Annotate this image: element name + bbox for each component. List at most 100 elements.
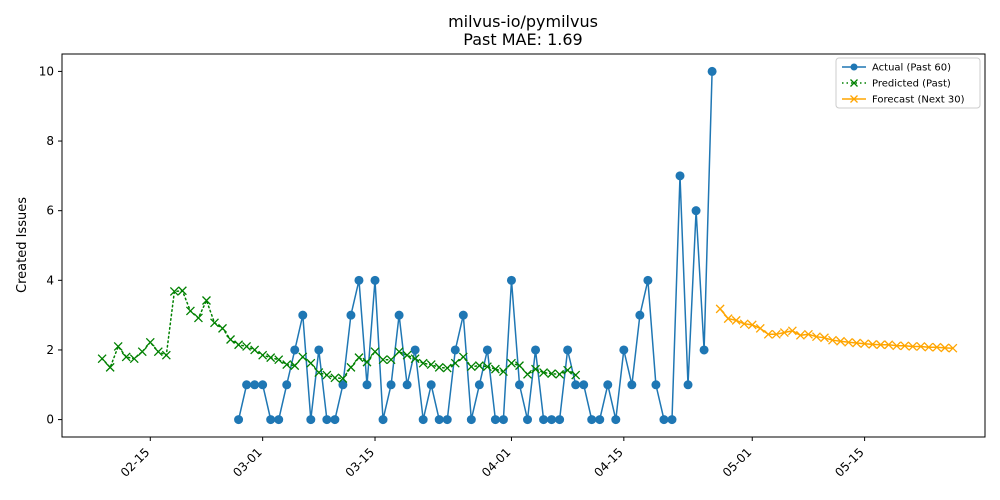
data-point (113, 342, 123, 351)
data-point (884, 340, 894, 350)
data-point (226, 335, 236, 344)
data-point (579, 380, 589, 390)
data-point (298, 310, 308, 320)
x-tick-label: 04-15 (591, 445, 626, 480)
data-point (282, 380, 292, 390)
data-point (410, 354, 420, 364)
data-point (450, 358, 460, 368)
y-axis-label: Created Issues (15, 197, 30, 293)
chart-subtitle: Past MAE: 1.69 (463, 30, 582, 49)
legend: Actual (Past 60) Predicted (Past) Forecast… (835, 57, 981, 109)
data-point (619, 345, 629, 355)
data-point (434, 415, 444, 425)
y-tick-label: 0 (46, 413, 54, 427)
data-point (458, 310, 468, 320)
data-point (587, 415, 597, 425)
data-point (868, 339, 878, 349)
data-point (482, 345, 492, 355)
data-point (394, 310, 404, 320)
data-point (675, 171, 685, 181)
data-point (571, 380, 581, 390)
data-point (643, 275, 653, 285)
data-point (346, 310, 356, 320)
data-point (137, 347, 147, 357)
data-point (250, 345, 260, 355)
data-point (362, 357, 372, 367)
legend-marker (850, 95, 858, 103)
data-point (523, 415, 533, 425)
x-tick-label: 03-01 (230, 445, 265, 480)
data-point (828, 335, 837, 345)
y-tick-label: 2 (46, 343, 54, 357)
data-point (330, 415, 340, 425)
data-point (539, 415, 549, 425)
data-point (290, 345, 300, 355)
data-point (787, 326, 797, 336)
data-point (474, 380, 484, 390)
data-point (555, 369, 565, 379)
plot-frame (61, 53, 986, 438)
data-point (490, 364, 500, 374)
x-tick-label: 02-15 (118, 445, 153, 480)
data-point (571, 370, 581, 380)
data-point (892, 341, 902, 351)
data-point (450, 345, 460, 355)
data-point (539, 368, 549, 378)
data-point (627, 380, 637, 390)
data-point (442, 363, 452, 373)
legend-marker (850, 79, 858, 87)
data-point (218, 323, 227, 333)
data-point (242, 342, 252, 351)
data-point (370, 275, 380, 285)
data-point (659, 415, 669, 425)
y-tick-label: 6 (46, 204, 54, 218)
data-point (755, 323, 765, 333)
data-point (852, 338, 862, 348)
data-point (490, 415, 500, 425)
data-point (394, 347, 404, 357)
data-point (354, 275, 364, 285)
data-point (595, 415, 605, 425)
x-tick-label: 03-15 (343, 445, 378, 480)
data-point (563, 365, 573, 375)
data-point (185, 306, 195, 316)
data-point (378, 355, 388, 365)
x-tick-label: 05-01 (720, 445, 755, 480)
x-tick-label: 04-01 (479, 445, 514, 480)
data-point (820, 333, 829, 343)
data-point (458, 352, 468, 362)
data-point (153, 347, 163, 357)
data-point (402, 350, 412, 360)
data-point (410, 345, 420, 355)
data-point (547, 415, 557, 425)
data-point (779, 328, 789, 338)
data-point (234, 340, 244, 350)
data-point (699, 345, 709, 355)
data-point (466, 415, 476, 425)
data-point (506, 275, 516, 285)
data-point (482, 362, 492, 372)
data-point (169, 287, 179, 296)
data-point (338, 380, 348, 390)
data-point (386, 380, 396, 390)
data-point (386, 355, 396, 365)
data-point (844, 337, 854, 347)
data-point (515, 361, 524, 371)
data-point (555, 415, 565, 425)
data-point (635, 310, 645, 320)
data-point (418, 358, 428, 368)
data-point (908, 342, 918, 351)
data-point (547, 369, 557, 379)
data-point (563, 345, 573, 355)
data-point (667, 415, 677, 425)
data-point (258, 380, 268, 390)
chart-title: milvus-io/pymilvus (448, 12, 598, 31)
data-point (426, 380, 436, 390)
data-point (900, 341, 910, 351)
data-point (378, 415, 388, 425)
data-point (418, 415, 428, 425)
y-tick-label: 10 (39, 64, 54, 78)
data-point (314, 368, 324, 378)
data-point (531, 345, 541, 355)
